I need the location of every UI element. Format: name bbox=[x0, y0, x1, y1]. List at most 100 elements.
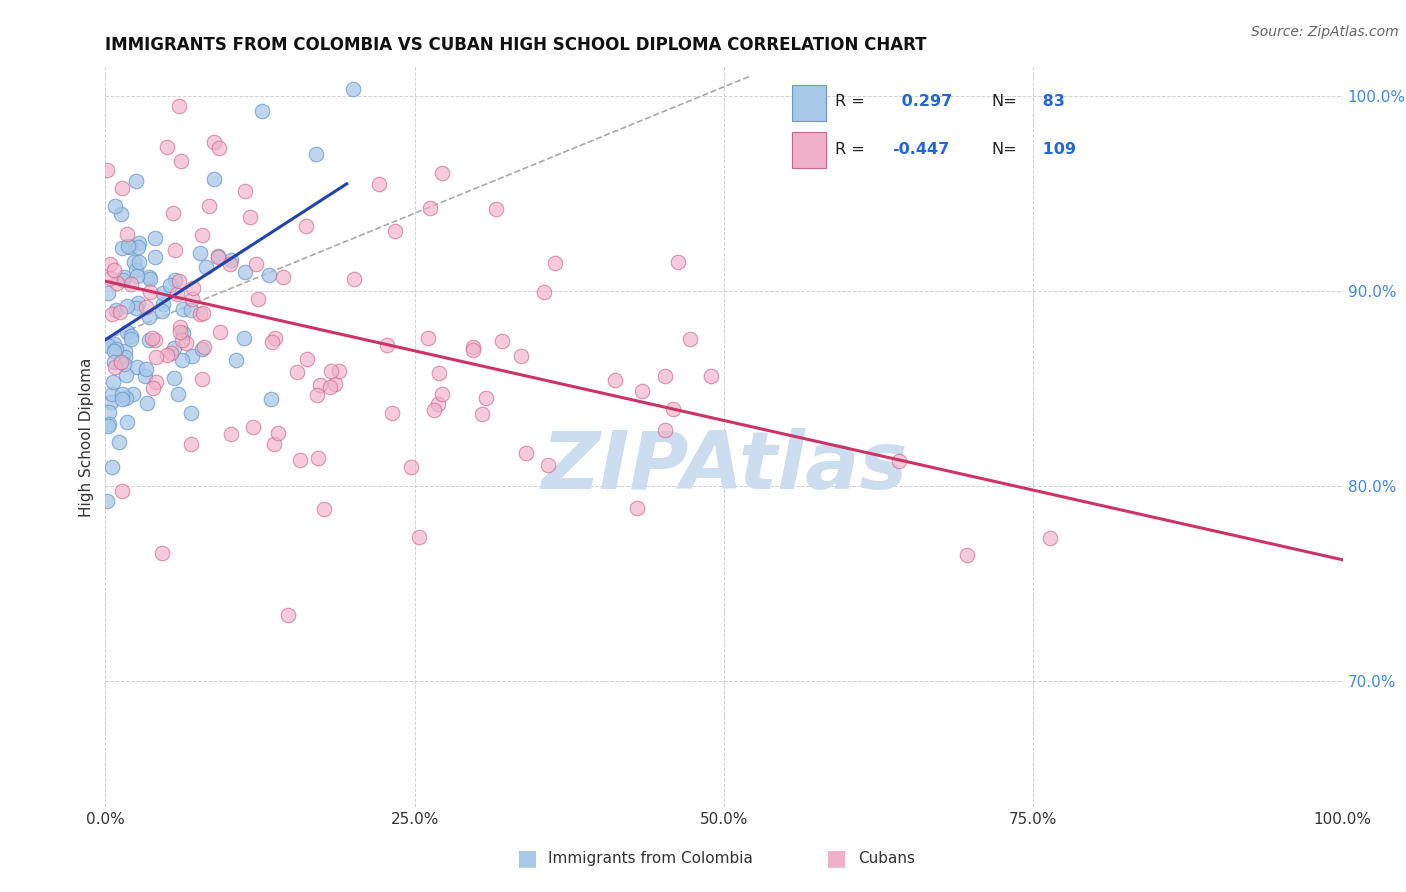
Point bbox=[219, 427, 242, 442]
Point bbox=[117, 239, 139, 253]
Point bbox=[169, 326, 191, 340]
Point bbox=[170, 153, 193, 168]
Point bbox=[127, 268, 149, 283]
Point bbox=[418, 331, 440, 345]
Point bbox=[159, 277, 181, 292]
Point bbox=[125, 263, 148, 277]
Point bbox=[172, 326, 194, 340]
Point bbox=[233, 184, 256, 198]
Bar bbox=[792, 132, 825, 168]
Point bbox=[262, 334, 284, 349]
Point bbox=[139, 285, 162, 300]
Point bbox=[491, 334, 513, 348]
Point bbox=[138, 310, 160, 324]
Text: Cubans: Cubans bbox=[858, 851, 915, 865]
Point bbox=[188, 307, 211, 321]
Point bbox=[104, 343, 127, 357]
Point bbox=[100, 394, 122, 409]
Point bbox=[207, 141, 229, 155]
Point bbox=[235, 265, 257, 279]
Point bbox=[120, 328, 142, 343]
Text: R =: R = bbox=[835, 142, 865, 157]
Point bbox=[290, 453, 312, 467]
Point bbox=[509, 349, 531, 363]
Point bbox=[105, 303, 128, 318]
Point bbox=[260, 392, 283, 406]
Point bbox=[101, 308, 124, 322]
Point bbox=[399, 460, 422, 475]
Point bbox=[110, 207, 132, 221]
Point bbox=[319, 380, 342, 394]
Point bbox=[295, 351, 318, 366]
Text: 0.297: 0.297 bbox=[896, 95, 952, 110]
Point bbox=[342, 81, 364, 95]
Point bbox=[138, 333, 160, 347]
Point bbox=[463, 343, 485, 358]
Point bbox=[125, 359, 148, 374]
Text: IMMIGRANTS FROM COLOMBIA VS CUBAN HIGH SCHOOL DIPLOMA CORRELATION CHART: IMMIGRANTS FROM COLOMBIA VS CUBAN HIGH S… bbox=[105, 37, 927, 54]
Point bbox=[96, 494, 118, 508]
Point bbox=[159, 346, 181, 360]
Text: Source: ZipAtlas.com: Source: ZipAtlas.com bbox=[1251, 25, 1399, 39]
Point bbox=[111, 483, 134, 498]
Point bbox=[120, 277, 142, 291]
Point bbox=[191, 372, 214, 386]
Point bbox=[250, 103, 273, 118]
Point bbox=[143, 231, 166, 245]
Point bbox=[515, 446, 537, 460]
Point bbox=[626, 501, 648, 516]
Point bbox=[219, 252, 242, 267]
Point bbox=[533, 285, 555, 299]
Point bbox=[125, 173, 148, 187]
Point bbox=[167, 275, 190, 289]
Point bbox=[117, 326, 139, 340]
Point bbox=[115, 392, 138, 406]
Point bbox=[887, 454, 910, 468]
Point bbox=[163, 371, 186, 385]
Point bbox=[145, 375, 167, 389]
Point bbox=[700, 369, 723, 384]
Point bbox=[666, 255, 689, 269]
Point bbox=[172, 301, 194, 316]
Point bbox=[368, 177, 391, 191]
Point bbox=[152, 296, 174, 310]
Point bbox=[630, 384, 652, 398]
Point bbox=[247, 293, 270, 307]
Point bbox=[219, 257, 242, 271]
Point bbox=[271, 270, 294, 285]
Point bbox=[207, 249, 229, 263]
Point bbox=[307, 388, 329, 402]
Point bbox=[150, 546, 173, 560]
Point bbox=[1039, 531, 1062, 545]
Point bbox=[180, 437, 202, 451]
Point bbox=[162, 341, 184, 355]
Point bbox=[117, 299, 139, 313]
Text: Immigrants from Colombia: Immigrants from Colombia bbox=[548, 851, 754, 865]
Point bbox=[128, 254, 150, 268]
Point bbox=[120, 332, 142, 346]
Point bbox=[343, 272, 366, 286]
Point bbox=[193, 340, 215, 354]
Point bbox=[101, 375, 124, 389]
Point bbox=[98, 257, 121, 271]
Y-axis label: High School Diploma: High School Diploma bbox=[79, 358, 94, 516]
Point bbox=[485, 202, 508, 216]
Point bbox=[195, 260, 218, 275]
Point bbox=[181, 293, 204, 307]
Point bbox=[188, 246, 211, 260]
Point bbox=[96, 163, 118, 178]
Point bbox=[169, 320, 191, 334]
Point bbox=[263, 436, 285, 450]
Point bbox=[427, 396, 450, 410]
Point bbox=[225, 352, 247, 367]
Text: 83: 83 bbox=[1036, 95, 1064, 110]
Point bbox=[98, 417, 121, 432]
Point bbox=[654, 368, 676, 383]
Point bbox=[138, 269, 160, 284]
Point bbox=[163, 243, 186, 257]
Point bbox=[97, 419, 120, 434]
Point bbox=[384, 224, 406, 238]
Point bbox=[156, 348, 179, 362]
Point bbox=[112, 270, 135, 285]
Point bbox=[138, 271, 160, 285]
